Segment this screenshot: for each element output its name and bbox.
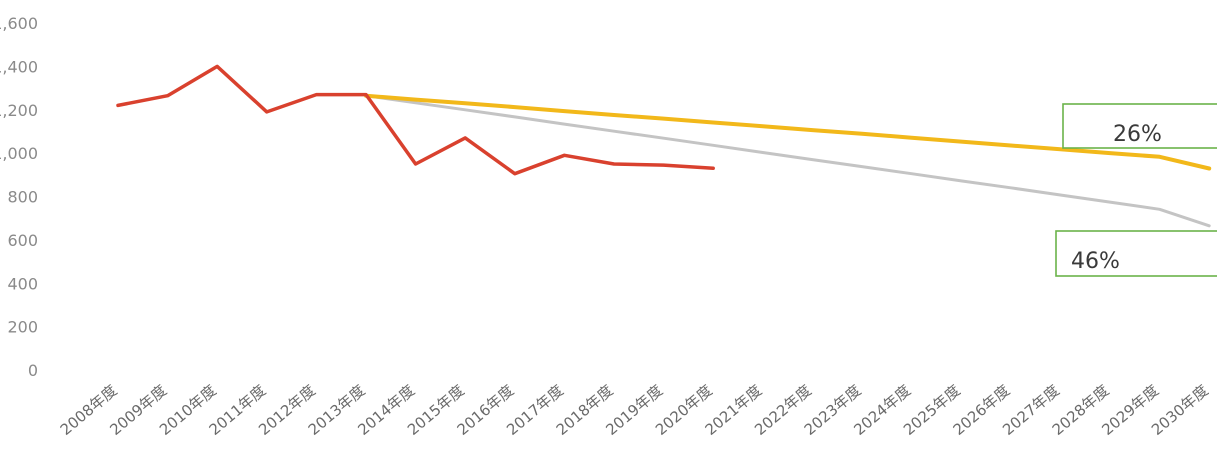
y-tick-label: 1,000: [0, 144, 38, 163]
x-axis-ticks: 2008年度2009年度2010年度2011年度2012年度2013年度2014…: [57, 381, 1212, 439]
series-line-target-26: [364, 93, 1212, 171]
y-tick-label: 1,200: [0, 101, 38, 120]
y-tick-label: 400: [7, 274, 38, 293]
y-tick-label: 600: [7, 231, 38, 250]
y-tick-label: 1,600: [0, 14, 38, 33]
y-tick-label: 200: [7, 318, 38, 337]
y-tick-label: 800: [7, 188, 38, 207]
annotation-box: [1055, 230, 1217, 277]
series-layer: [116, 64, 1212, 228]
y-axis-ticks: 0 200 400 600 800 1,000 1,200 1,400 1,600: [0, 14, 38, 380]
series-line-target-46: [364, 94, 1211, 228]
annotation-label: 26%: [1113, 122, 1162, 147]
annotations-layer: 26% 46%: [1055, 103, 1217, 277]
annotation-box: [1062, 103, 1217, 149]
annotation-label: 46%: [1071, 249, 1120, 274]
y-tick-label: 1,400: [0, 57, 38, 76]
y-tick-label: 0: [28, 361, 38, 380]
series-line-actual: [116, 64, 715, 176]
